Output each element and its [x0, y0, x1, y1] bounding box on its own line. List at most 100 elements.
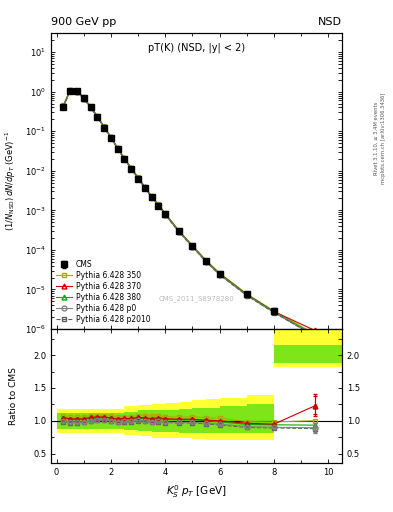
Y-axis label: Ratio to CMS: Ratio to CMS — [9, 367, 18, 425]
Pythia 6.428 p0 — [115, 146, 120, 152]
Y-axis label: $(1/N_\mathrm{NSD})\,dN/dp_T\;(\mathrm{GeV})^{-1}$: $(1/N_\mathrm{NSD})\,dN/dp_T\;(\mathrm{G… — [3, 131, 18, 231]
Pythia 6.428 370 — [190, 243, 195, 249]
Pythia 6.428 p0 — [88, 104, 93, 111]
Pythia 6.428 p2010 — [68, 88, 72, 94]
Pythia 6.428 p0 — [61, 103, 66, 110]
Line: Pythia 6.428 p2010: Pythia 6.428 p2010 — [61, 89, 317, 338]
Pythia 6.428 380 — [156, 202, 161, 208]
Pythia 6.428 370 — [217, 271, 222, 277]
Pythia 6.428 370 — [68, 88, 72, 94]
Line: Pythia 6.428 370: Pythia 6.428 370 — [61, 88, 317, 333]
Pythia 6.428 380 — [163, 211, 167, 217]
Pythia 6.428 370 — [75, 88, 79, 94]
Pythia 6.428 p2010 — [81, 96, 86, 102]
Legend: CMS, Pythia 6.428 350, Pythia 6.428 370, Pythia 6.428 380, Pythia 6.428 p0, Pyth: CMS, Pythia 6.428 350, Pythia 6.428 370,… — [55, 259, 152, 325]
Pythia 6.428 380 — [143, 184, 147, 190]
Pythia 6.428 350 — [143, 183, 147, 189]
Pythia 6.428 370 — [122, 155, 127, 161]
Text: NSD: NSD — [318, 16, 342, 27]
Pythia 6.428 380 — [204, 258, 208, 264]
Pythia 6.428 350 — [115, 145, 120, 151]
Pythia 6.428 p0 — [81, 96, 86, 102]
Text: pT(K) (NSD, |y| < 2): pT(K) (NSD, |y| < 2) — [148, 42, 245, 53]
Pythia 6.428 380 — [136, 175, 140, 181]
Pythia 6.428 p0 — [190, 244, 195, 250]
Text: CMS_2011_S8978280: CMS_2011_S8978280 — [159, 295, 234, 303]
Pythia 6.428 350 — [272, 308, 276, 314]
Pythia 6.428 p0 — [75, 89, 79, 95]
Pythia 6.428 350 — [81, 94, 86, 100]
Text: 900 GeV pp: 900 GeV pp — [51, 16, 116, 27]
Pythia 6.428 p0 — [156, 203, 161, 209]
Pythia 6.428 370 — [156, 202, 161, 208]
Pythia 6.428 370 — [136, 175, 140, 181]
Pythia 6.428 p2010 — [217, 272, 222, 278]
Pythia 6.428 p0 — [102, 124, 107, 131]
Pythia 6.428 370 — [163, 211, 167, 217]
Pythia 6.428 350 — [176, 227, 181, 233]
Text: mcplots.cern.ch [arXiv:1306.3436]: mcplots.cern.ch [arXiv:1306.3436] — [381, 93, 386, 184]
Pythia 6.428 380 — [129, 165, 134, 172]
Pythia 6.428 p2010 — [115, 146, 120, 152]
Pythia 6.428 p2010 — [149, 195, 154, 201]
Pythia 6.428 p2010 — [163, 212, 167, 218]
Pythia 6.428 370 — [61, 103, 66, 109]
Pythia 6.428 350 — [95, 113, 100, 119]
Pythia 6.428 350 — [312, 331, 317, 337]
Pythia 6.428 350 — [136, 174, 140, 180]
Pythia 6.428 370 — [176, 228, 181, 234]
Pythia 6.428 350 — [190, 242, 195, 248]
Pythia 6.428 350 — [149, 193, 154, 199]
Pythia 6.428 p2010 — [75, 89, 79, 95]
Pythia 6.428 p2010 — [143, 185, 147, 191]
X-axis label: $K^0_S\;p_T$ [GeV]: $K^0_S\;p_T$ [GeV] — [166, 483, 227, 500]
Pythia 6.428 p0 — [122, 156, 127, 162]
Pythia 6.428 p2010 — [61, 104, 66, 110]
Pythia 6.428 p2010 — [312, 333, 317, 339]
Pythia 6.428 p2010 — [95, 114, 100, 120]
Pythia 6.428 380 — [115, 145, 120, 152]
Pythia 6.428 380 — [190, 243, 195, 249]
Pythia 6.428 370 — [149, 194, 154, 200]
Pythia 6.428 380 — [95, 114, 100, 120]
Pythia 6.428 370 — [108, 134, 113, 140]
Pythia 6.428 380 — [61, 103, 66, 109]
Pythia 6.428 p2010 — [272, 310, 276, 316]
Line: Pythia 6.428 p0: Pythia 6.428 p0 — [61, 89, 317, 338]
Pythia 6.428 p0 — [217, 271, 222, 278]
Pythia 6.428 p0 — [129, 166, 134, 172]
Pythia 6.428 350 — [122, 155, 127, 161]
Line: Pythia 6.428 350: Pythia 6.428 350 — [61, 88, 317, 336]
Pythia 6.428 350 — [244, 291, 249, 297]
Pythia 6.428 p0 — [244, 292, 249, 298]
Text: Rivet 3.1.10, ≥ 3.4M events: Rivet 3.1.10, ≥ 3.4M events — [374, 101, 378, 175]
Pythia 6.428 350 — [129, 164, 134, 170]
Pythia 6.428 380 — [68, 88, 72, 94]
Pythia 6.428 p0 — [204, 259, 208, 265]
Pythia 6.428 p0 — [163, 211, 167, 218]
Pythia 6.428 350 — [102, 123, 107, 130]
Line: Pythia 6.428 380: Pythia 6.428 380 — [61, 88, 317, 337]
Pythia 6.428 380 — [88, 104, 93, 110]
Pythia 6.428 370 — [81, 95, 86, 101]
Pythia 6.428 380 — [312, 332, 317, 338]
Pythia 6.428 p0 — [149, 195, 154, 201]
Pythia 6.428 370 — [143, 184, 147, 190]
Pythia 6.428 p2010 — [108, 135, 113, 141]
Pythia 6.428 p2010 — [102, 124, 107, 131]
Pythia 6.428 370 — [102, 124, 107, 130]
Pythia 6.428 380 — [102, 124, 107, 130]
Pythia 6.428 p0 — [143, 185, 147, 191]
Pythia 6.428 370 — [129, 165, 134, 171]
Pythia 6.428 370 — [312, 327, 317, 333]
Pythia 6.428 p2010 — [190, 244, 195, 250]
Pythia 6.428 p0 — [108, 135, 113, 141]
Pythia 6.428 350 — [68, 87, 72, 93]
Pythia 6.428 380 — [81, 95, 86, 101]
Pythia 6.428 p2010 — [156, 203, 161, 209]
Pythia 6.428 p0 — [272, 309, 276, 315]
Pythia 6.428 380 — [149, 194, 154, 200]
Pythia 6.428 370 — [244, 291, 249, 297]
Pythia 6.428 p2010 — [176, 229, 181, 235]
Pythia 6.428 p2010 — [129, 166, 134, 172]
